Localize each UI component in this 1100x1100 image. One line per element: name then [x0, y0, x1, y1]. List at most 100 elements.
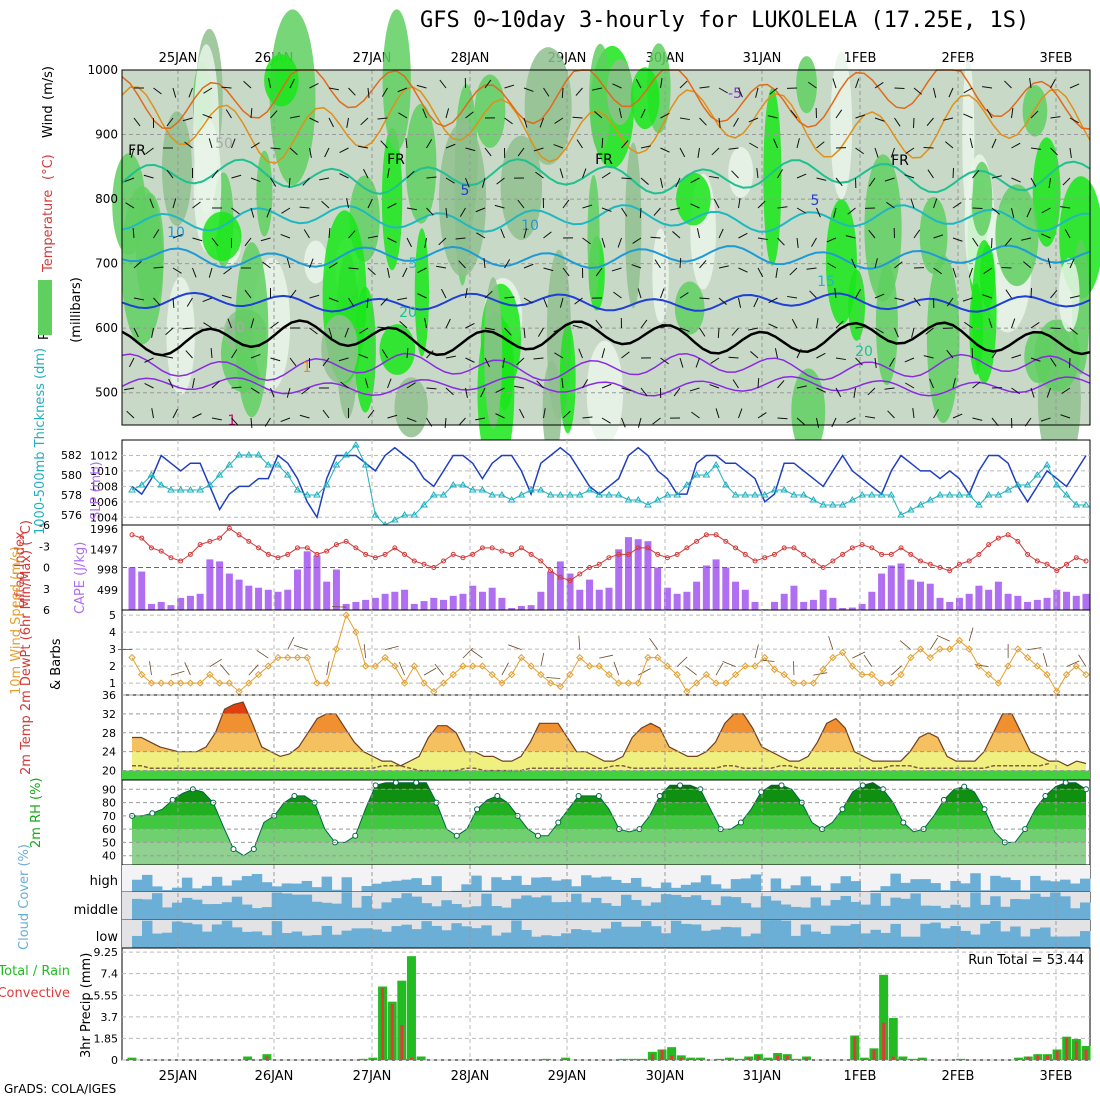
wind-barb — [299, 414, 310, 419]
cloud-bar — [800, 876, 812, 892]
cape-bar — [946, 601, 954, 610]
wind-barb — [831, 417, 837, 428]
precip-conv-bar — [1055, 1050, 1059, 1060]
cloud-bar — [321, 876, 333, 892]
cloud-bar — [680, 897, 692, 920]
wind-barb — [1030, 147, 1041, 150]
wind10-barb — [540, 652, 545, 667]
cloud-bar — [1040, 927, 1051, 948]
wind-barb — [768, 297, 778, 304]
wind10-point — [984, 670, 993, 679]
rh-shade — [674, 281, 705, 335]
li-point — [567, 578, 573, 584]
wind-barb — [328, 327, 333, 338]
cloud-bar — [730, 879, 742, 892]
cloud-bar — [840, 876, 851, 892]
wind-barb — [281, 207, 291, 214]
wind-barb — [288, 177, 291, 189]
cape-bar — [498, 597, 506, 610]
cloud-bar — [161, 890, 173, 892]
wind-barb — [182, 117, 193, 122]
cloud-bar — [1080, 931, 1091, 948]
wind-barb — [750, 351, 759, 359]
temp2m-ytick: 32 — [102, 708, 116, 721]
wind-barb — [972, 381, 981, 389]
wind-barb — [913, 297, 921, 307]
li-point — [411, 558, 417, 564]
wind-barb — [289, 357, 297, 367]
cape-bar — [469, 585, 477, 610]
cloud-bar — [481, 893, 492, 920]
wind10-barb — [974, 664, 989, 667]
wind-barb — [397, 297, 408, 301]
rh2m-ytick: 50 — [102, 836, 116, 849]
wind-barb — [250, 417, 253, 429]
wind-barb — [231, 386, 242, 389]
cloud-bar — [840, 925, 851, 948]
wind-barb — [789, 267, 798, 276]
rh-shade — [484, 277, 503, 429]
wind-barb — [929, 378, 934, 389]
wind-barb — [835, 320, 844, 329]
wind-barb — [533, 357, 544, 360]
wind-barb — [699, 86, 710, 89]
cloud-bar — [980, 904, 991, 920]
cape-bar — [440, 599, 448, 610]
wind10-point — [498, 679, 506, 687]
wind-barb — [738, 267, 748, 273]
li-point — [343, 538, 349, 544]
wind-barb — [484, 327, 495, 331]
wind-barb — [192, 267, 197, 278]
precip-conv-bar — [1045, 1055, 1049, 1060]
cloud-bar — [531, 877, 542, 892]
cloud-bar — [800, 924, 812, 948]
cape-bar — [829, 597, 837, 610]
thickness-ytick: 576 — [61, 509, 82, 522]
wind10-barb — [1066, 660, 1080, 667]
wind-barb — [582, 416, 593, 419]
cloud-bar — [581, 875, 592, 892]
cloud-bar — [581, 930, 592, 948]
cloud-bar — [890, 923, 901, 948]
cloud-bar — [281, 893, 293, 920]
wind-barb — [738, 198, 741, 209]
cloud-bar — [241, 931, 253, 948]
wind-barb — [601, 383, 612, 389]
isotherm-line — [121, 69, 1091, 130]
cloud-bar — [371, 883, 382, 892]
cloud-bar — [750, 874, 762, 892]
wind-barb — [406, 417, 417, 423]
cloud-bar — [181, 922, 193, 948]
wind-barb — [933, 198, 938, 209]
wind10-point — [799, 679, 808, 687]
li-point — [1073, 555, 1079, 561]
wind-barb — [398, 112, 408, 119]
thickness-point — [147, 471, 156, 478]
cape-bar — [177, 597, 185, 610]
wind-barb — [358, 145, 369, 149]
wind-barb — [484, 357, 490, 368]
wind-barb — [1047, 258, 1051, 269]
wind10-point — [965, 645, 973, 653]
wind-barb — [286, 387, 291, 398]
wind-barb — [250, 353, 261, 359]
wind10-barb — [462, 647, 473, 659]
wind-barb — [796, 173, 807, 179]
wind10-barb — [293, 644, 308, 650]
wind-barb — [1030, 110, 1039, 119]
li-point — [236, 532, 242, 538]
li-point — [1064, 561, 1070, 567]
rh2m-point — [352, 832, 359, 839]
wind-barb — [309, 294, 320, 299]
wind-barb — [231, 138, 236, 149]
wind-barb — [1069, 258, 1075, 269]
wind-barb — [553, 144, 564, 149]
wind-barb — [328, 262, 338, 269]
wind10-point — [868, 670, 876, 679]
cape-bar — [722, 567, 730, 610]
cape-bar — [848, 607, 856, 610]
cape-ylabel: CAPE (J/kg) — [73, 542, 88, 614]
wind-barb — [731, 170, 739, 179]
cloud-bar — [1070, 883, 1081, 892]
li-point — [664, 555, 670, 561]
